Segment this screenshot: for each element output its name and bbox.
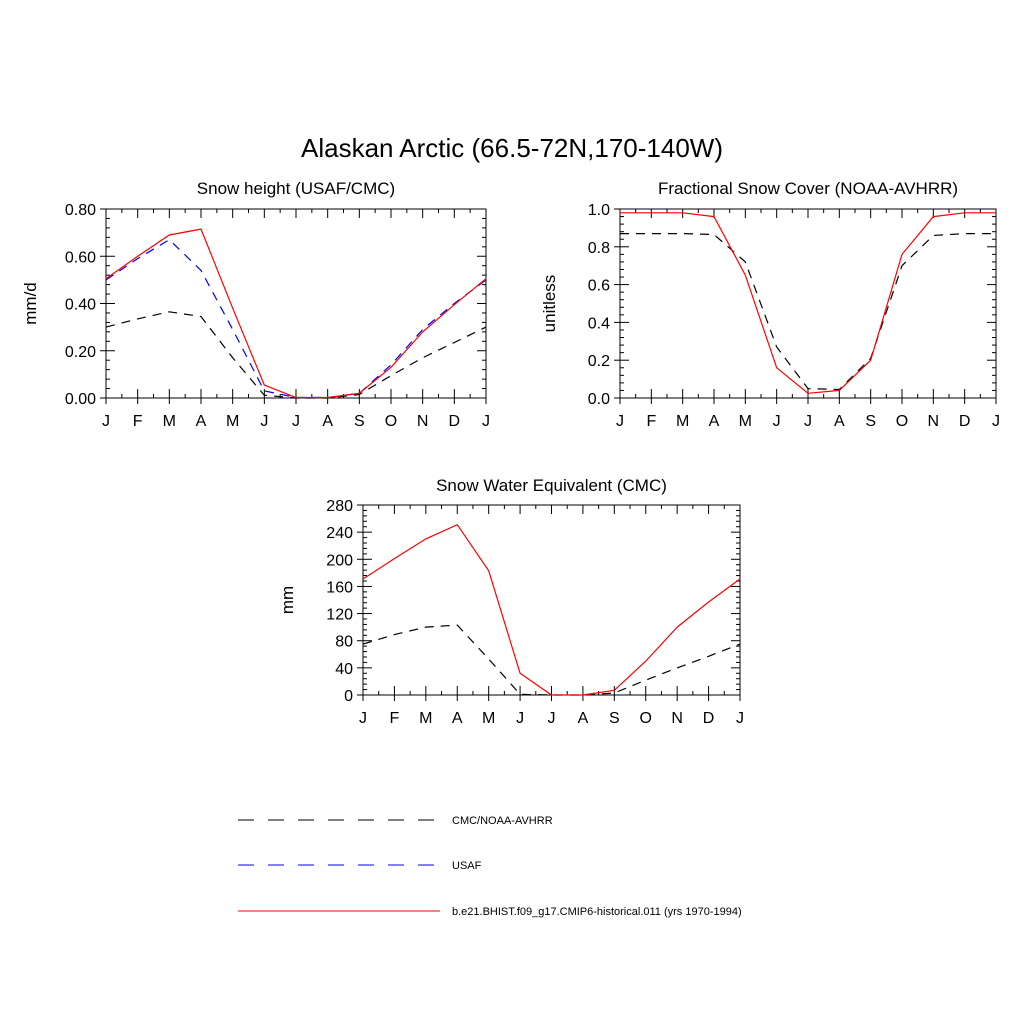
y-tick-label: 0 bbox=[344, 688, 353, 705]
y-tick-label: 0.6 bbox=[588, 278, 610, 295]
x-tick-label: D bbox=[959, 413, 971, 430]
x-tick-label: M bbox=[226, 413, 239, 430]
x-tick-label: A bbox=[834, 413, 845, 430]
x-tick-label: N bbox=[671, 710, 683, 727]
x-tick-label: O bbox=[640, 710, 652, 727]
x-tick-label: F bbox=[390, 710, 400, 727]
x-tick-label: J bbox=[482, 413, 490, 430]
x-tick-label: J bbox=[992, 413, 1000, 430]
y-axis-label: mm bbox=[278, 586, 297, 614]
x-tick-label: J bbox=[359, 710, 367, 727]
x-tick-label: J bbox=[616, 413, 624, 430]
y-tick-label: 0.0 bbox=[588, 391, 610, 408]
y-tick-label: 0.60 bbox=[65, 249, 96, 266]
x-tick-label: F bbox=[646, 413, 656, 430]
x-tick-label: J bbox=[773, 413, 781, 430]
y-axis-label: unitless bbox=[540, 275, 559, 333]
y-tick-label: 0.4 bbox=[588, 315, 610, 332]
y-tick-label: 0.8 bbox=[588, 240, 610, 257]
legend-label-cmc: CMC/NOAA-AVHRR bbox=[452, 815, 553, 827]
x-tick-label: J bbox=[516, 710, 524, 727]
y-tick-label: 0.40 bbox=[65, 297, 96, 314]
y-tick-label: 160 bbox=[326, 579, 353, 596]
x-tick-label: M bbox=[739, 413, 752, 430]
x-tick-label: A bbox=[196, 413, 207, 430]
x-tick-label: J bbox=[292, 413, 300, 430]
x-tick-label: F bbox=[133, 413, 143, 430]
panel-snow-height: Snow height (USAF/CMC)mm/dJ F M A M J J A S O N D J0… bbox=[21, 179, 490, 430]
y-tick-label: 0.20 bbox=[65, 344, 96, 361]
panel-title: Snow Water Equivalent (CMC) bbox=[436, 476, 667, 495]
series-line-0 bbox=[620, 233, 996, 391]
x-tick-label: S bbox=[865, 413, 876, 430]
y-tick-label: 0.2 bbox=[588, 353, 610, 370]
x-tick-label: J bbox=[260, 413, 268, 430]
legend: CMC/NOAA-AVHRR USAF b.e21.BHIST.f09_g17.… bbox=[238, 815, 742, 918]
x-tick-label: N bbox=[928, 413, 940, 430]
x-tick-label: J bbox=[804, 413, 812, 430]
x-tick-label: A bbox=[709, 413, 720, 430]
x-tick-label: D bbox=[703, 710, 715, 727]
x-tick-label: S bbox=[354, 413, 365, 430]
panel-fractional-snow-cover: Fractional Snow Cover (NOAA-AVHRR) unitle… bbox=[540, 179, 1000, 430]
x-tick-label: J bbox=[102, 413, 110, 430]
plot-frame bbox=[362, 504, 741, 696]
y-axis-label: mm/d bbox=[21, 282, 40, 325]
panel-snow-water-equivalent: Snow Water Equivalent (CMC) mm J F M A M J J A S O N… bbox=[278, 476, 744, 727]
legend-label-usaf: USAF bbox=[452, 860, 482, 872]
y-tick-label: 200 bbox=[326, 552, 353, 569]
y-tick-label: 240 bbox=[326, 525, 353, 542]
y-tick-label: 0.80 bbox=[65, 202, 96, 219]
x-tick-label: J bbox=[736, 710, 744, 727]
series-line-1 bbox=[620, 212, 996, 394]
series-line-1 bbox=[362, 523, 741, 696]
x-tick-label: J bbox=[548, 710, 556, 727]
x-tick-label: M bbox=[163, 413, 176, 430]
x-tick-label: A bbox=[578, 710, 589, 727]
main-title: Alaskan Arctic (66.5-72N,170-140W) bbox=[301, 133, 723, 163]
y-tick-label: 120 bbox=[326, 607, 353, 624]
x-tick-label: S bbox=[609, 710, 620, 727]
x-tick-label: M bbox=[676, 413, 689, 430]
x-tick-label: A bbox=[452, 710, 463, 727]
x-tick-label: M bbox=[482, 710, 495, 727]
x-tick-label: D bbox=[449, 413, 461, 430]
legend-label-model: b.e21.BHIST.f09_g17.CMIP6-historical.011… bbox=[452, 906, 742, 918]
y-tick-label: 0.00 bbox=[65, 391, 96, 408]
panel-title: Fractional Snow Cover (NOAA-AVHRR) bbox=[658, 179, 958, 198]
x-tick-label: A bbox=[322, 413, 333, 430]
x-tick-label: M bbox=[419, 710, 432, 727]
y-tick-label: 40 bbox=[335, 661, 353, 678]
y-tick-label: 280 bbox=[326, 498, 353, 515]
y-tick-label: 80 bbox=[335, 634, 353, 651]
series-line-1 bbox=[105, 238, 487, 399]
series-line-0 bbox=[362, 624, 741, 696]
plot-frame bbox=[619, 208, 997, 399]
x-tick-label: O bbox=[385, 413, 397, 430]
series-line-2 bbox=[105, 228, 487, 399]
y-tick-label: 1.0 bbox=[588, 202, 610, 219]
x-tick-label: O bbox=[896, 413, 908, 430]
plot-frame bbox=[105, 208, 487, 399]
panel-title: Snow height (USAF/CMC) bbox=[197, 179, 395, 198]
x-tick-label: N bbox=[417, 413, 429, 430]
